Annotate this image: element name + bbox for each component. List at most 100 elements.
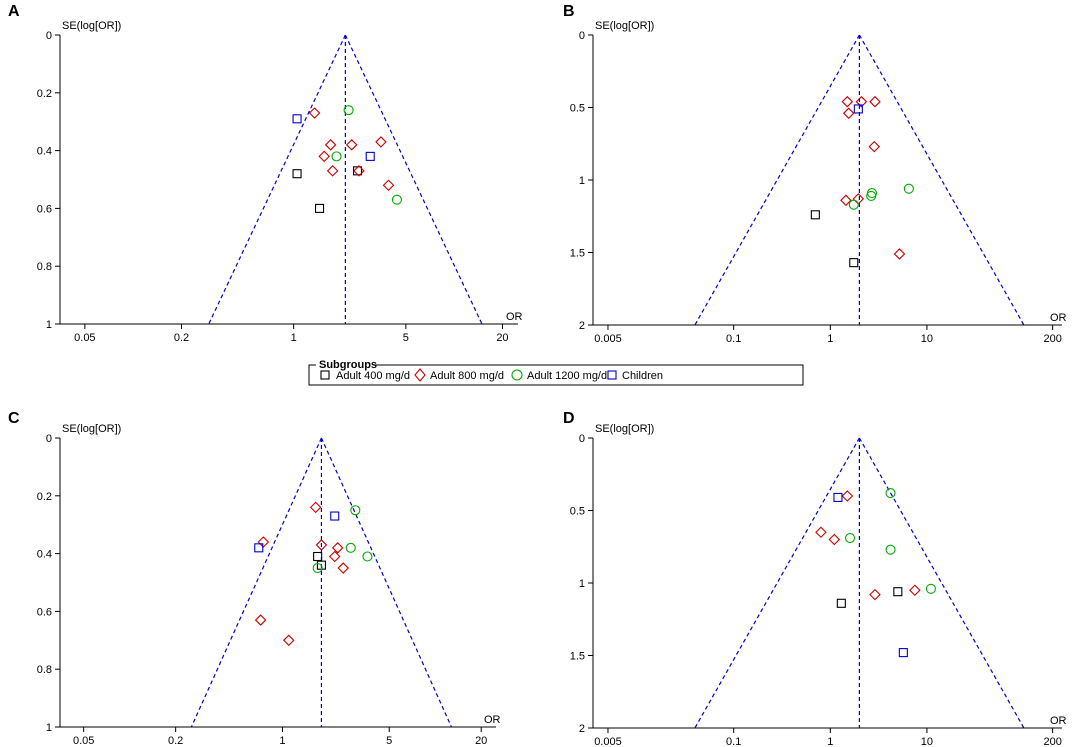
point-adult-800-mg-d-b [893, 248, 906, 260]
point-adult-1200-mg-d-c [362, 551, 373, 562]
funnel-left-limit-d [694, 437, 860, 729]
point-adult-800-mg-d-d [828, 533, 841, 546]
y-tick-label-b: 1 [579, 175, 585, 187]
x-tick-label-c: 20 [475, 735, 487, 747]
x-tick-label-b: 1 [827, 333, 833, 345]
y-tick-label-d: 1 [579, 578, 585, 590]
point-adult-800-mg-d-a [375, 136, 387, 148]
point-children-d [833, 492, 843, 503]
funnel-right-limit-d [858, 437, 1025, 729]
y-tick-label-c: 1 [46, 722, 52, 734]
x-tick-label-a: 20 [496, 332, 508, 344]
funnel-right-limit-a [344, 34, 483, 325]
x-tick-label-c: 5 [386, 735, 392, 747]
point-adult-800-mg-d-b [842, 107, 855, 120]
y-axis-title-c: SE(log[OR]) [62, 423, 121, 435]
point-adult-800-mg-d-a [326, 165, 339, 177]
funnel-left-limit-a [208, 34, 346, 325]
legend-marker-adult-800 [414, 368, 426, 382]
point-adult-400-mg-d-b [849, 258, 859, 268]
point-adult-800-mg-d-b [855, 95, 868, 108]
x-tick-label-d: 0.005 [594, 736, 622, 747]
y-axis-title-a: SE(log[OR]) [62, 20, 121, 32]
x-tick-label-d: 0.1 [726, 736, 741, 747]
y-axis-title-b: SE(log[OR]) [595, 20, 654, 32]
y-tick-label-c: 0.8 [37, 664, 52, 676]
legend-item-adult-1200: Adult 1200 mg/d [511, 369, 607, 382]
y-tick-label-b: 0 [579, 30, 585, 42]
panel-letter-a: A [8, 3, 20, 20]
point-adult-800-mg-d-b [869, 95, 881, 108]
legend-marker-children [607, 370, 617, 380]
point-adult-400-mg-d-d [836, 598, 846, 608]
y-tick-label-a: 0.2 [37, 88, 52, 100]
panel-letter-c: C [8, 410, 20, 427]
y-tick-label-a: 1 [46, 319, 52, 331]
point-adult-800-mg-d-d [841, 490, 854, 502]
x-tick-label-b: 200 [1043, 333, 1061, 345]
point-adult-400-mg-d-b [810, 210, 820, 220]
point-adult-1200-mg-d-c [345, 542, 356, 553]
point-adult-1200-mg-d-a [343, 105, 354, 116]
funnel-left-limit-c [190, 437, 322, 728]
point-adult-800-mg-d-a [324, 139, 337, 151]
x-axis-title-c: OR [484, 714, 501, 726]
point-adult-800-mg-d-c [331, 542, 344, 554]
point-adult-800-mg-d-a [382, 179, 395, 192]
funnel-plot-a: SE(log[OR]) OR 0 0.2 0.4 0.6 0.8 1 0.05 0.2 1 5 20 [37, 20, 523, 344]
y-tick-label-b: 1.5 [570, 248, 585, 260]
x-tick-label-d: 1 [827, 736, 833, 747]
x-tick-label-a: 1 [291, 332, 297, 344]
y-tick-label-a: 0 [46, 30, 52, 42]
point-adult-800-mg-d-d [869, 588, 881, 601]
point-adult-800-mg-d-c [309, 501, 322, 514]
y-tick-label-a: 0.8 [37, 261, 52, 273]
legend-title: Subgroups [319, 359, 377, 371]
point-adult-1200-mg-d-d [844, 532, 856, 544]
legend-label-children: Children [622, 370, 663, 382]
legend: Subgroups Adult 400 mg/d Adult 800 mg/d … [308, 358, 804, 386]
y-tick-label-b: 0.5 [570, 103, 585, 115]
funnel-right-limit-c [320, 437, 453, 728]
point-adult-800-mg-d-c [328, 550, 341, 563]
point-adult-800-mg-d-c [254, 614, 267, 626]
point-adult-800-mg-d-b [841, 95, 854, 108]
point-adult-1200-mg-d-b [903, 183, 914, 194]
x-tick-label-b: 0.005 [594, 333, 622, 345]
point-children-c [330, 511, 340, 521]
x-axis-title-d: OR [1050, 715, 1067, 727]
legend-label-adult-1200: Adult 1200 mg/d [527, 370, 607, 382]
legend-box [308, 364, 804, 386]
point-adult-400-mg-d-a [292, 169, 302, 179]
point-adult-400-mg-d-a [352, 166, 363, 176]
point-adult-1200-mg-d-c [312, 562, 323, 574]
legend-item-children: Children [607, 370, 663, 382]
point-adult-1200-mg-d-a [331, 151, 342, 162]
x-tick-label-d: 200 [1043, 736, 1061, 747]
y-tick-label-d: 0.5 [570, 506, 585, 518]
funnel-plot-c: SE(log[OR]) OR 0 0.2 0.4 0.6 0.8 1 0.05 0.2 1 5 20 [37, 423, 501, 747]
point-adult-1200-mg-d-d [925, 583, 936, 594]
x-tick-label-a: 0.2 [174, 332, 189, 344]
point-children-c [254, 543, 264, 553]
point-children-a [365, 151, 375, 161]
y-tick-label-c: 0 [46, 433, 52, 445]
y-tick-label-c: 0.4 [37, 549, 52, 561]
point-adult-800-mg-d-d [815, 526, 827, 539]
x-axis-title-a: OR [506, 311, 523, 323]
legend-title-background [316, 358, 374, 370]
x-tick-label-a: 0.05 [74, 332, 95, 344]
point-adult-1200-mg-d-a [391, 194, 402, 205]
point-adult-400-mg-d-d [893, 587, 903, 597]
point-adult-800-mg-d-d [909, 584, 921, 597]
x-tick-label-b: 10 [921, 333, 933, 345]
y-tick-label-d: 2 [579, 723, 585, 735]
funnel-left-limit-b [694, 34, 860, 326]
funnel-plot-b: SE(log[OR]) OR 0 0.5 1 1.5 2 0.005 0.1 1 10 200 [570, 20, 1067, 345]
y-tick-label-c: 0.2 [37, 491, 52, 503]
point-adult-800-mg-d-c [257, 536, 270, 548]
point-adult-800-mg-d-c [337, 562, 350, 574]
y-axis-title-d: SE(log[OR]) [595, 423, 654, 435]
x-tick-label-d: 10 [921, 736, 933, 747]
y-tick-label-d: 1.5 [570, 651, 585, 663]
